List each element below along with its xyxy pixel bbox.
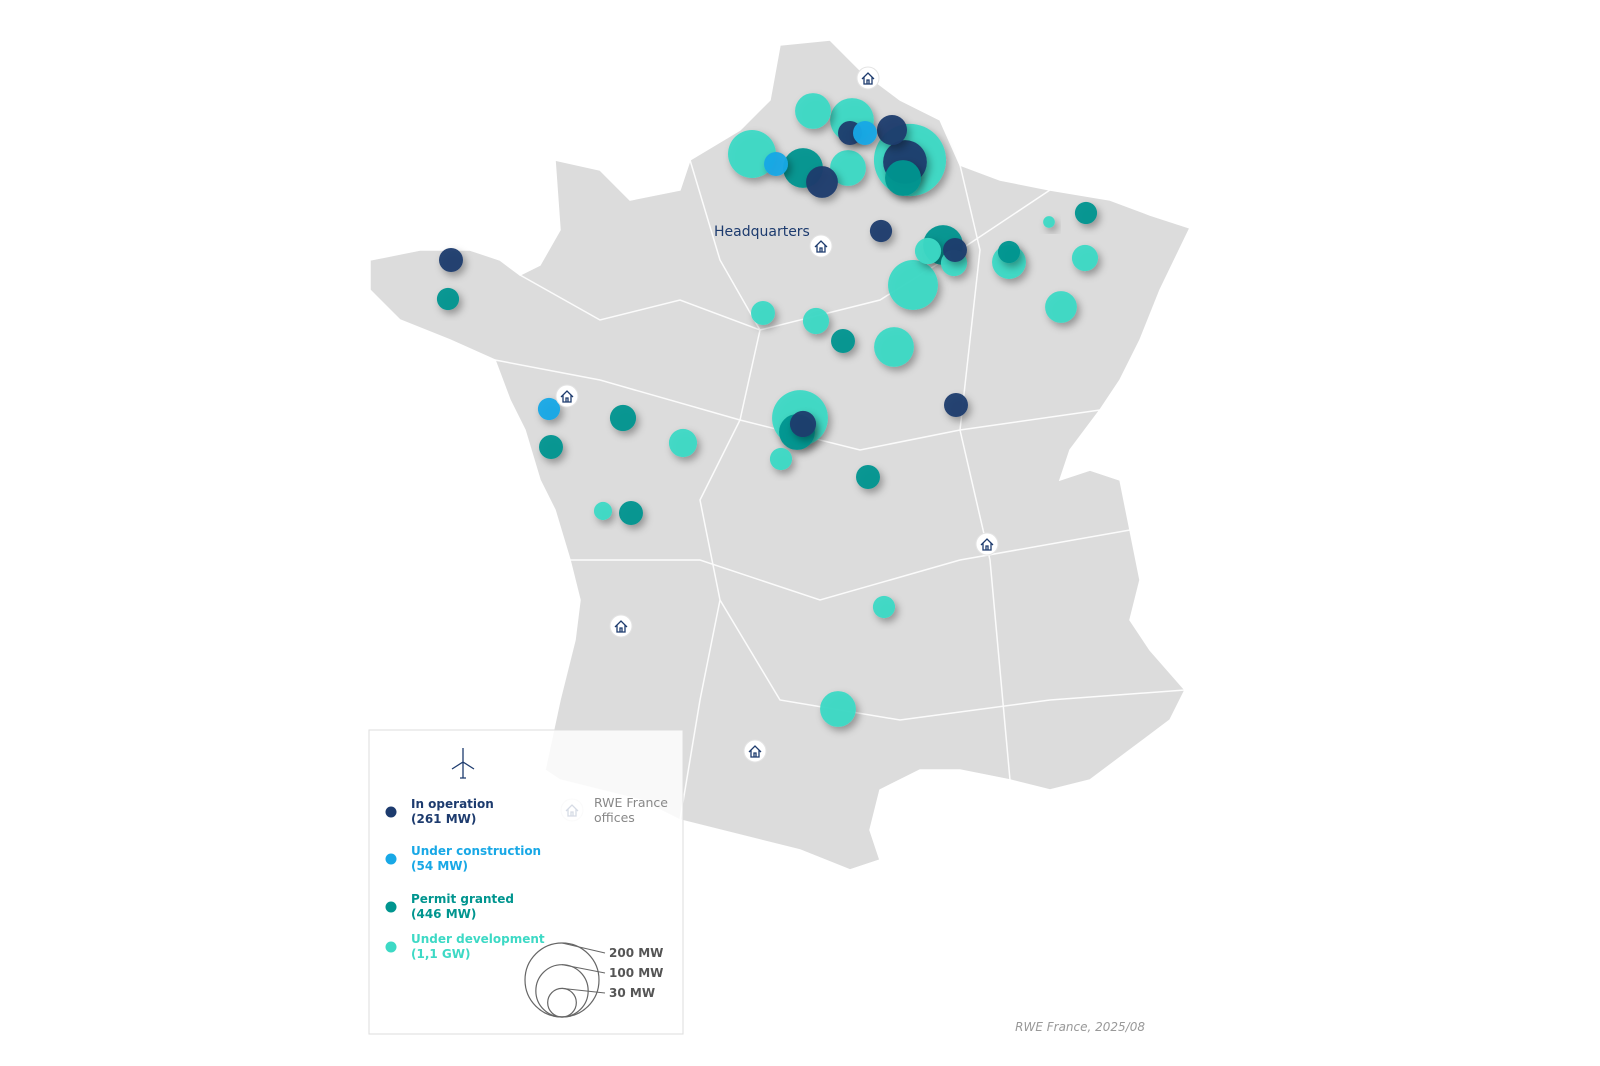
legend-total: (446 MW) <box>411 907 477 921</box>
site-bubble <box>1045 291 1077 323</box>
site-bubble <box>869 219 893 243</box>
legend-dot <box>385 901 397 913</box>
site-bubble <box>802 307 830 335</box>
legend-name: Under construction <box>411 844 542 858</box>
site-bubble <box>943 238 967 262</box>
site-bubble <box>874 327 914 367</box>
site-bubble <box>830 150 866 186</box>
size-label: 200 MW <box>609 946 663 960</box>
office-icon <box>856 66 880 90</box>
size-leader <box>561 942 606 954</box>
legend-name: Permit granted <box>411 892 514 906</box>
site-bubble <box>914 237 942 265</box>
site-bubble <box>539 435 563 459</box>
credit: RWE France, 2025/08 <box>1015 1020 1145 1034</box>
site-bubble <box>619 501 643 525</box>
site-bubble <box>609 404 637 432</box>
size-leader <box>561 964 606 974</box>
size-label: 30 MW <box>609 986 655 1000</box>
site-bubble <box>537 397 561 421</box>
legend-name: Under development <box>411 932 545 946</box>
site-bubble <box>1074 201 1098 225</box>
site-bubble <box>820 691 856 727</box>
site-bubble <box>997 240 1021 264</box>
site-bubble <box>1071 244 1099 272</box>
size-leader <box>561 987 606 994</box>
site-bubble <box>888 260 938 310</box>
headquarters-label: Headquarters <box>714 224 810 240</box>
site-bubble <box>885 160 921 196</box>
site-bubble <box>764 152 788 176</box>
office-icon <box>809 234 833 258</box>
office-icon <box>609 614 633 638</box>
office-icon <box>743 739 767 763</box>
site-bubble <box>856 465 880 489</box>
site-bubble <box>728 130 776 178</box>
legend: 200 MW 100 MW 30 MW <box>385 806 663 1018</box>
offices-label: RWE France offices <box>594 795 668 825</box>
sites <box>436 93 1099 727</box>
legend-total: (261 MW) <box>411 812 477 826</box>
legend-total: (54 MW) <box>411 859 469 873</box>
site-bubble <box>789 410 817 438</box>
legend-name: In operation <box>411 797 494 811</box>
site-bubble <box>436 287 460 311</box>
office-icon <box>975 532 999 556</box>
turbine-icon <box>451 748 475 779</box>
office-icon <box>555 384 579 408</box>
site-bubble <box>944 393 968 417</box>
size-label: 100 MW <box>609 966 663 980</box>
site-bubble <box>668 428 698 458</box>
legend-total: (1,1 GW) <box>411 947 471 961</box>
site-bubble <box>876 114 908 146</box>
site-bubble <box>751 301 775 325</box>
site-bubble <box>831 329 855 353</box>
site-bubble <box>872 595 896 619</box>
legend-box <box>368 729 684 1035</box>
site-bubble <box>1043 216 1055 228</box>
site-bubble <box>593 501 613 521</box>
legend-dot <box>385 853 397 865</box>
site-bubble <box>795 93 831 129</box>
legend-dot <box>385 941 397 953</box>
site-bubble <box>806 166 838 198</box>
site-bubble <box>769 447 793 471</box>
site-bubble <box>853 121 877 145</box>
legend-dot <box>385 806 397 818</box>
site-bubble <box>439 248 463 272</box>
